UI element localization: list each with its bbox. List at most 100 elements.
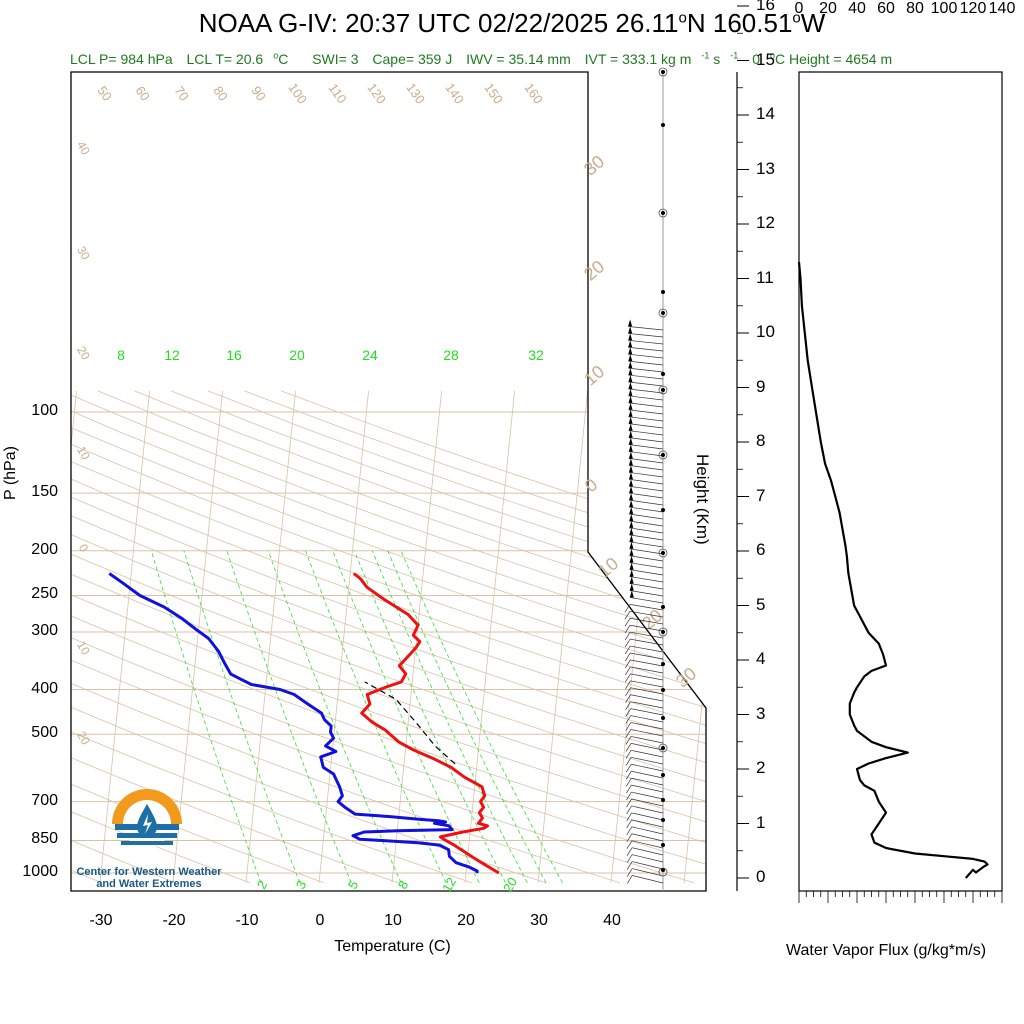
sounding-stats: LCL P= 984 hPa LCL T= 20.6 oC SWI= 3 Cape… (70, 50, 912, 67)
dry-adiabat (134, 390, 706, 884)
dry-adiabat-label: 120 (364, 80, 389, 106)
wind-pennant (628, 381, 633, 389)
mixing-ratio-label: 5 (345, 878, 362, 892)
wind-feather (626, 784, 632, 794)
wind-barb (630, 743, 664, 751)
temperature-tick-label: 10 (384, 912, 402, 929)
wind-pennant (628, 458, 633, 466)
wind-pennant (629, 479, 634, 487)
wind-feather (624, 604, 631, 613)
lcl-temperature: LCL T= 20.6 oC (186, 50, 289, 67)
wind-barb (630, 722, 664, 730)
wind-pennant (628, 409, 633, 417)
flux-tick-label: 80 (906, 0, 924, 17)
temperature-edge-label: 10 (580, 361, 608, 389)
wind-pennant (629, 569, 634, 577)
wind-barb (630, 680, 664, 688)
wind-pennant (629, 520, 634, 528)
isotherm (683, 390, 706, 883)
wind-barb (631, 819, 664, 828)
wind-dot (661, 773, 665, 777)
wind-pennant (628, 368, 633, 376)
wind-feather (624, 631, 631, 641)
x-axis-title: Temperature (C) (334, 938, 451, 955)
dry-adiabat (71, 390, 706, 884)
pressure-tick-label: 700 (31, 791, 58, 809)
parcel-profile (364, 681, 456, 765)
isotherm (245, 390, 296, 883)
wind-dot (661, 746, 665, 750)
temperature-edge-label: 40 (74, 139, 93, 158)
pressure-tick-label: 100 (31, 402, 58, 419)
dry-adiabat (71, 390, 706, 884)
wind-pennant (629, 493, 634, 501)
flux-frame (798, 71, 1003, 892)
wind-barb (628, 430, 664, 436)
wind-dot (661, 290, 665, 294)
wind-feather (626, 847, 633, 856)
mixing-ratio-line (183, 550, 301, 883)
wind-feather (626, 826, 633, 836)
wind-barb (628, 416, 664, 422)
wind-barb (629, 562, 664, 569)
mixing-ratio-line (400, 550, 563, 883)
wind-barb (631, 812, 664, 821)
wind-dot (661, 211, 665, 215)
dry-adiabat (71, 390, 706, 884)
wind-feather (624, 652, 631, 662)
dry-adiabat-label: 150 (481, 80, 506, 106)
calm-wind-circle (658, 627, 668, 637)
calm-wind-circle (658, 208, 668, 218)
dry-adiabat (71, 390, 706, 884)
wind-barb (629, 520, 664, 527)
freezing-height: 0 oC Height = 4654 m (752, 50, 893, 67)
wind-feather (626, 854, 633, 863)
wind-barb (628, 381, 664, 387)
calm-wind-circle (658, 867, 668, 877)
mixing-ratio-label: 24 (362, 347, 378, 363)
flux-tick-label: 140 (988, 0, 1016, 17)
height-tick-label: 0 (756, 867, 766, 886)
ivt: IVT = 333.1 kg m -1 s -1 (584, 50, 739, 67)
flux-tick-label: 40 (848, 0, 866, 17)
wind-dot (661, 123, 665, 127)
wind-barb (631, 784, 664, 793)
cape: Cape= 359 J (372, 50, 453, 67)
pressure-tick-label: 500 (31, 724, 58, 742)
wind-barb (629, 548, 664, 555)
wind-barb (631, 749, 664, 758)
height-tick-label: 6 (756, 540, 766, 559)
wind-barb (631, 763, 664, 772)
wind-pennant (628, 444, 633, 452)
wind-barb (631, 854, 664, 863)
pressure-tick-label: 250 (31, 585, 58, 603)
wind-feather (625, 750, 632, 759)
wind-dot (661, 70, 665, 74)
isotherm (610, 390, 661, 883)
wind-feather (625, 708, 632, 717)
temperature-edge-label: 0 (76, 542, 92, 555)
wind-dot (661, 372, 665, 376)
dry-adiabat (71, 390, 706, 884)
mixing-ratio-line (267, 550, 402, 883)
wind-barb (628, 458, 664, 464)
mixing-ratio-label: 12 (164, 347, 180, 363)
temperature-edge-label: 20 (580, 256, 608, 284)
wind-dot (661, 716, 665, 720)
dry-adiabat (71, 390, 176, 884)
calm-wind-circle (658, 67, 668, 77)
wind-dot (661, 605, 665, 609)
dry-adiabat-label: 60 (132, 83, 153, 103)
dry-adiabat-label: 110 (326, 81, 350, 107)
wind-pennant (628, 354, 633, 362)
mixing-ratio-label: 8 (395, 878, 412, 892)
wind-barb (631, 770, 664, 779)
wind-barb (628, 402, 664, 408)
dry-adiabat-label: 100 (285, 80, 310, 106)
temperature-tick-label: -10 (235, 912, 259, 929)
dry-adiabat (71, 390, 324, 884)
wind-dot (661, 453, 665, 457)
wind-feather (625, 687, 631, 696)
flux-tick-label: 60 (877, 0, 895, 17)
